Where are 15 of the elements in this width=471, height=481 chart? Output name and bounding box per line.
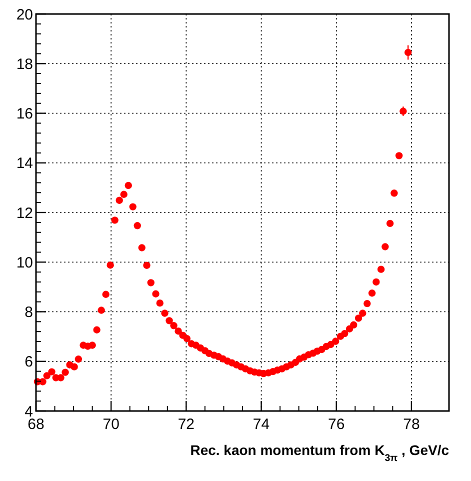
x-tick-label: 70 xyxy=(102,416,120,433)
y-tick-label: 16 xyxy=(16,106,33,122)
y-tick-label: 20 xyxy=(16,6,33,24)
x-tick-label: 74 xyxy=(252,416,270,433)
x-tick-label: 72 xyxy=(178,416,195,433)
x-tick-label: 76 xyxy=(328,416,345,433)
y-tick-label: 8 xyxy=(24,304,33,321)
y-tick-label: 12 xyxy=(16,204,33,222)
x-tick-label: 68 xyxy=(28,416,44,433)
x-axis-title: Rec. kaon momentum from K$_{3π}$ , GeV/c xyxy=(190,442,450,464)
y-tick-label: 18 xyxy=(16,56,33,73)
y-tick-label: 10 xyxy=(16,254,33,272)
y-tick-label: 14 xyxy=(16,155,33,172)
y-tick-label: 6 xyxy=(24,354,33,371)
x-tick-label: 78 xyxy=(403,416,420,433)
